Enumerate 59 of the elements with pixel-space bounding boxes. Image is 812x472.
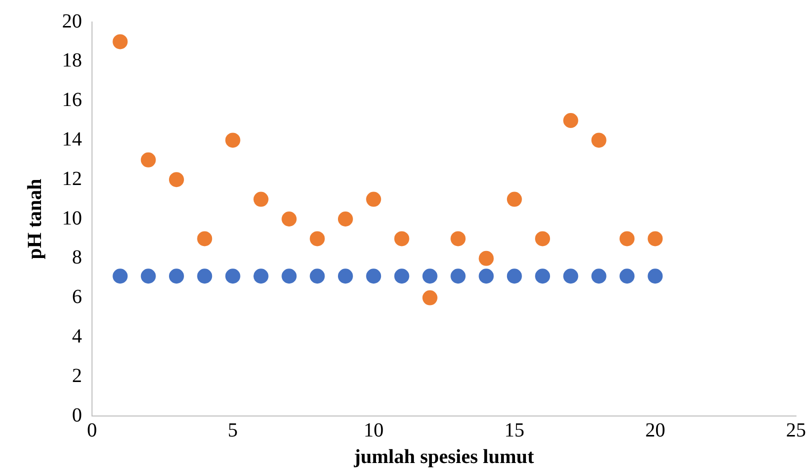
point [366,268,382,284]
point [535,268,550,284]
point [366,192,382,207]
x-axis-title: jumlah spesies lumut [352,446,534,468]
point [394,268,410,284]
point [394,231,410,246]
point [422,290,438,306]
y-tick-label: 6 [72,286,82,308]
point [225,268,240,284]
y-tick-label: 8 [72,246,82,269]
point [591,132,606,148]
x-tick-label: 25 [786,419,806,442]
point [648,268,663,284]
point [535,231,550,246]
x-tick-label: 0 [87,419,97,442]
y-axis-title: pH tanah [24,178,46,260]
point [338,268,353,284]
point [506,192,522,207]
x-tick-label: 15 [504,419,524,442]
y-tick-label: 18 [62,50,82,72]
point [197,231,212,246]
point [620,231,635,246]
point [253,192,268,207]
x-tick-label: 5 [228,419,238,442]
y-tick-label: 20 [62,10,82,32]
point [478,250,494,266]
point [422,268,438,284]
point [112,268,128,284]
point [591,268,606,284]
point [140,152,156,168]
point [450,268,466,284]
point [620,268,635,284]
point [563,113,578,128]
y-tick-label: 10 [62,207,82,230]
point [168,268,184,284]
point [253,268,268,284]
point [506,268,522,284]
point [282,268,297,284]
point [112,34,128,50]
point [338,212,353,226]
point [648,231,663,246]
point [197,268,212,284]
point [282,212,297,226]
y-tick-label: 12 [62,168,82,190]
point [563,268,578,284]
point [140,268,156,284]
point [168,172,184,188]
point [478,268,494,284]
y-tick-label: 0 [72,404,82,426]
point [225,132,240,148]
y-tick-label: 2 [72,364,82,387]
point [450,231,466,246]
point [310,231,325,246]
y-tick-label: 4 [72,325,82,348]
x-tick-label: 20 [645,419,666,442]
x-tick-label: 10 [364,419,384,442]
y-tick-label: 16 [62,89,82,112]
y-tick-label: 14 [62,128,82,150]
point [310,268,325,284]
